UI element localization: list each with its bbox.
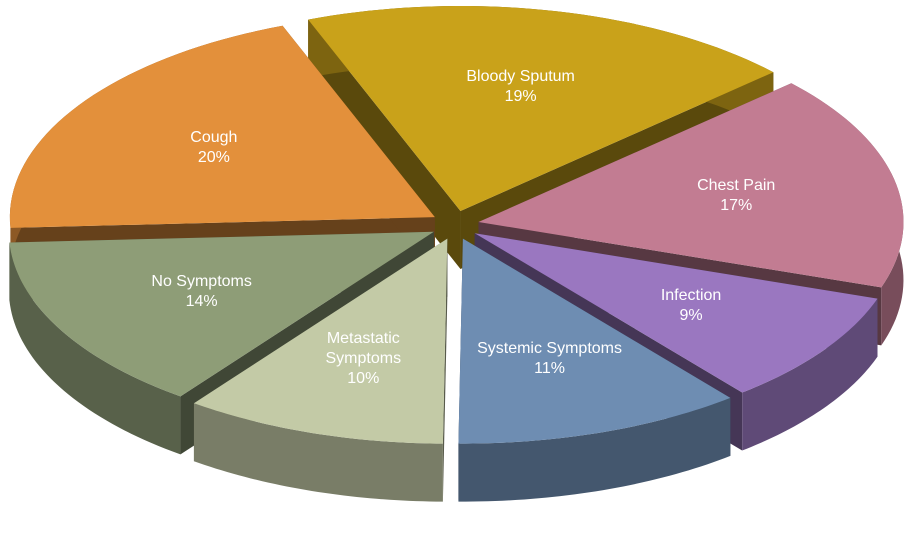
slice <box>474 233 878 393</box>
category-label: Chest Pain <box>697 176 776 194</box>
slice <box>9 231 434 397</box>
slice-label: Cough 20% <box>114 128 314 168</box>
value-label: 9% <box>679 306 703 324</box>
slice-label: Systemic Symptoms 11% <box>450 339 650 379</box>
value-label: 11% <box>534 359 565 377</box>
slice-wall <box>458 397 731 502</box>
slice-label: Metastatic Symptoms 10% <box>308 329 418 389</box>
category-label: Systemic Symptoms <box>477 339 622 357</box>
value-label: 17% <box>720 196 753 214</box>
slice-side <box>442 238 448 502</box>
category-label: Bloody Sputum <box>466 68 575 86</box>
value-label: 14% <box>185 292 218 310</box>
slice <box>9 25 435 228</box>
slice-wall <box>193 403 443 502</box>
slice-label: Infection 9% <box>591 286 791 326</box>
category-label: Infection <box>660 286 722 304</box>
slice-label: Chest Pain 17% <box>636 176 836 216</box>
slice-wall <box>742 298 878 451</box>
value-label: 20% <box>197 148 230 166</box>
slice-label: No Symptoms 14% <box>102 272 302 312</box>
value-label: 10% <box>347 370 380 388</box>
category-label: Metastatic Symptoms <box>325 330 402 368</box>
slice-wall <box>9 242 181 455</box>
slice <box>308 5 774 211</box>
category-label: Cough <box>190 128 238 146</box>
slice-label: Bloody Sputum 19% <box>421 67 621 107</box>
slice <box>478 83 904 288</box>
slice <box>458 238 731 444</box>
value-label: 19% <box>504 88 537 106</box>
category-label: No Symptoms <box>151 272 252 290</box>
slice <box>193 238 448 444</box>
